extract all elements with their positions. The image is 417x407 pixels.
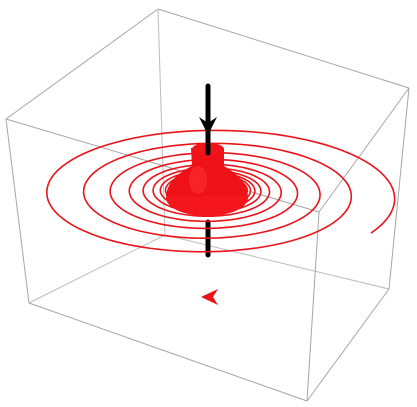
box-edge-back-top-left	[5, 8, 159, 120]
box-edge-front-bottom-left	[28, 302, 308, 402]
cone-body	[166, 148, 248, 196]
cone-highlight	[189, 166, 207, 194]
box-edge-left-vertical	[5, 118, 30, 304]
box-edge-front-bottom-right	[306, 288, 390, 402]
box-edge-front-top-right	[318, 87, 410, 213]
left-arrow-icon	[201, 289, 218, 305]
down-arrow-icon	[199, 117, 217, 135]
box-edge-back-bottom-right	[164, 234, 390, 290]
box-edge-back-bottom-left	[28, 234, 166, 304]
cone-surface	[166, 143, 248, 216]
box-edge-right-vertical	[388, 87, 410, 290]
box-edge-front-vertical	[306, 211, 320, 402]
box-edge-back-top-right	[157, 8, 410, 89]
